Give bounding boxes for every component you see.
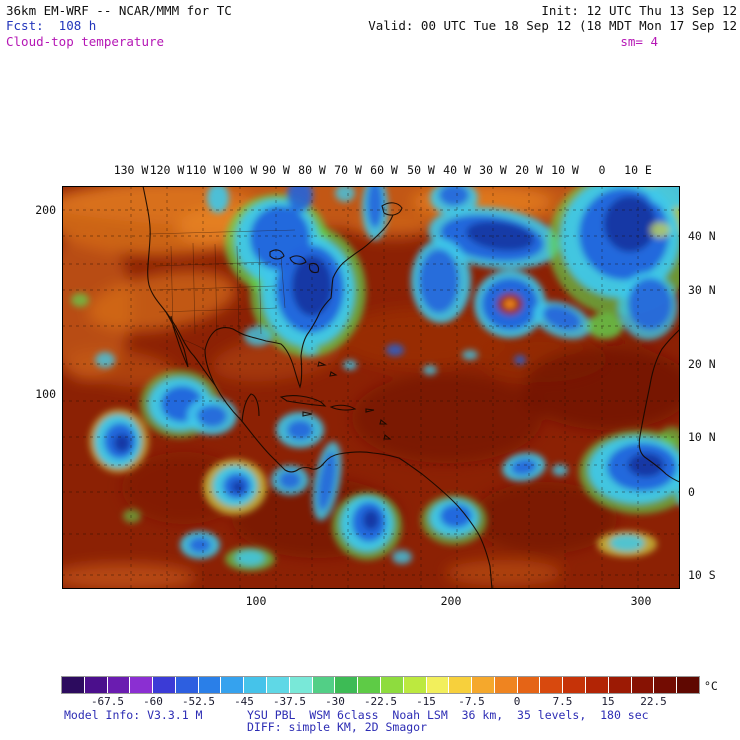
map-plot [62,186,680,589]
colorbar-tick-label: -67.5 [90,695,125,708]
colorbar-cell [517,677,540,693]
model-title: 36km EM-WRF -- NCAR/MMM for TC [6,3,232,18]
axis-label-longitude: 20 W [515,163,543,177]
colorbar-tick-label: 22.5 [640,695,667,708]
cloud-top-temperature-raster [62,186,680,589]
colorbar-cell [244,677,267,693]
model-diffusion-info: DIFF: simple KM, 2D Smagor [247,720,428,734]
colorbar-cell [107,677,130,693]
colorbar-cell [130,677,153,693]
colorbar-tick-label: -7.5 [458,695,485,708]
field-name: Cloud-top temperature [6,34,165,49]
axis-label-longitude: 50 W [407,163,435,177]
colorbar-cell [585,677,608,693]
colorbar-cell [403,677,426,693]
axis-label-longitude: 120 W [149,163,185,177]
smoothing-value: sm= 4 [620,34,658,49]
axis-label-gridpoint-x: 200 [440,594,462,608]
axis-label-longitude: 110 W [185,163,221,177]
axis-label-longitude: 0 [598,163,606,177]
colorbar-cell [654,677,677,693]
colorbar-tick-label: -60 [143,695,163,708]
colorbar-tick-label: -45 [234,695,254,708]
colorbar-tick-label: 7.5 [552,695,573,708]
model-version-info: Model Info: V3.3.1 M [64,708,203,722]
axis-label-gridpoint-x: 300 [630,594,652,608]
temperature-colorbar [61,676,700,694]
axis-label-longitude: 40 W [443,163,471,177]
colorbar-tick-label: 15 [601,695,615,708]
init-time: Init: 12 UTC Thu 13 Sep 12 [541,3,737,18]
colorbar-cell [267,677,289,693]
colorbar-cell [677,677,699,693]
colorbar-cell [494,677,517,693]
axis-label-latitude: 30 N [688,283,716,297]
valid-time: Valid: 00 UTC Tue 18 Sep 12 (18 MDT Mon … [368,18,737,33]
axis-label-gridpoint-y: 200 [35,203,56,217]
colorbar-cell [563,677,585,693]
left-axis-gridpoint-labels: 200 100 [26,186,58,589]
colorbar-cell [175,677,198,693]
colorbar-unit-label: °C [704,679,718,693]
axis-label-latitude: 10 N [688,430,716,444]
colorbar-cell [84,677,107,693]
colorbar-tick-label: -52.5 [181,695,216,708]
colorbar-cell [62,677,84,693]
model-physics-info: YSU PBL WSM 6class Noah LSM 36 km, 35 le… [247,708,649,722]
axis-label-longitude: 10 W [551,163,579,177]
colorbar-cell [312,677,335,693]
axis-label-longitude: 10 E [624,163,652,177]
axis-label-longitude: 100 W [222,163,258,177]
colorbar-tick-label: -22.5 [363,695,398,708]
colorbar-cell [426,677,449,693]
axis-label-latitude: 10 S [688,568,716,582]
axis-label-longitude: 130 W [113,163,149,177]
bottom-axis-gridpoint-labels: 100 200 300 [62,594,680,608]
axis-label-latitude: 20 N [688,357,716,371]
colorbar-cell [221,677,244,693]
colorbar-tick-label: -30 [325,695,345,708]
colorbar-cell [198,677,221,693]
colorbar-cell [289,677,312,693]
axis-label-longitude: 60 W [370,163,398,177]
axis-label-longitude: 70 W [334,163,362,177]
colorbar-tick-labels: -67.5 -60 -52.5 -45 -37.5 -30 -22.5 -15 -7.5 0 7.5… [62,695,699,708]
colorbar-tick-label: -37.5 [272,695,307,708]
colorbar-cell [472,677,494,693]
axis-label-latitude: 0 [688,485,695,499]
top-axis-longitude-labels: 130 W 120 W 110 W 100 W 90 W 80 W 70 W 60 W 50 W… [62,163,680,177]
colorbar-tick-label: -15 [416,695,436,708]
colorbar-cell [358,677,380,693]
colorbar-cell [153,677,175,693]
right-axis-latitude-labels: 40 N 30 N 20 N 10 N 0 10 S [688,186,738,589]
axis-label-latitude: 40 N [688,229,716,243]
colorbar-cell [449,677,472,693]
axis-label-gridpoint-x: 100 [245,594,267,608]
colorbar-tick-label: 0 [513,695,521,708]
axis-label-longitude: 80 W [298,163,326,177]
axis-label-longitude: 30 W [479,163,507,177]
colorbar-cell [335,677,358,693]
colorbar-cell [631,677,654,693]
colorbar-cell [608,677,631,693]
colorbar-cell [380,677,403,693]
forecast-hour: Fcst: 108 h [6,18,97,33]
axis-label-gridpoint-y: 100 [35,387,56,401]
axis-label-longitude: 90 W [262,163,290,177]
colorbar-cell [540,677,563,693]
